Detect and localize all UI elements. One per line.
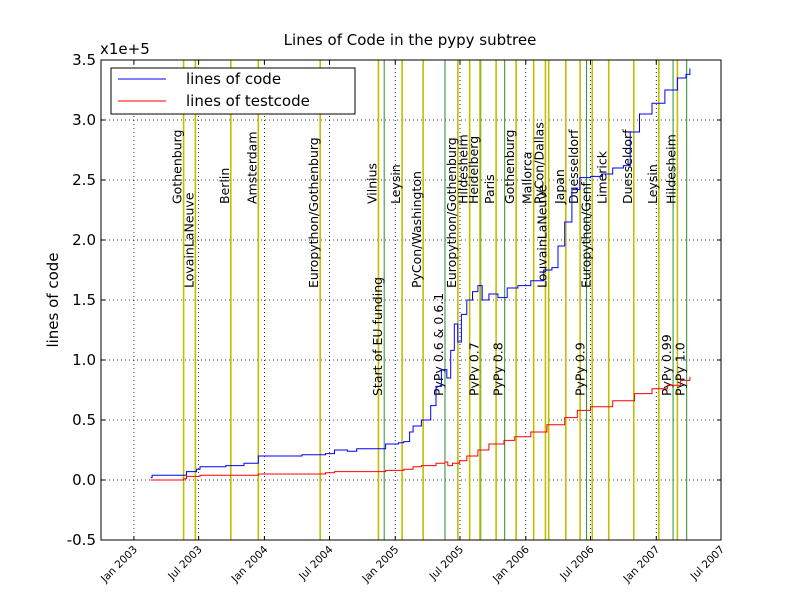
event-label: LovainLaNeuve <box>181 192 196 288</box>
series-line-lines-of-code <box>150 68 691 479</box>
y-tick-label: 0.0 <box>72 471 96 489</box>
event-label: Europython/Genf <box>578 181 593 288</box>
event-label: Duesseldorf <box>620 129 635 204</box>
event-label: PyPy 0.8 <box>491 342 506 396</box>
event-label: Gothenburg <box>170 130 185 204</box>
event-label: Hildesheim <box>663 134 678 204</box>
event-label: PyPy 1.0 <box>673 342 688 396</box>
series-line-lines-of-testcode <box>150 376 691 481</box>
event-label: Vilnius <box>364 163 379 204</box>
event-label: PyCon/Washington <box>409 171 424 288</box>
event-label: PyPy 0.99 <box>659 334 674 396</box>
event-label: Limerick <box>595 150 610 204</box>
event-label: Duesseldorf <box>566 129 581 204</box>
event-label: LouvainLaNeuve <box>535 184 550 288</box>
event-label: Japan <box>552 169 567 205</box>
event-label: Berlin <box>217 168 232 204</box>
legend-label-lines-of-code: lines of code <box>186 70 281 88</box>
y-tick-label: 2.5 <box>72 171 96 189</box>
y-tick-label: 0.5 <box>72 411 96 429</box>
event-label: Heidelberg <box>466 136 481 204</box>
event-label: PyPy 0.9 <box>573 342 588 396</box>
y-axis-label: lines of code <box>44 252 62 347</box>
chart-title: Lines of Code in the pypy subtree <box>284 31 537 49</box>
y-tick-label: 3.0 <box>72 111 96 129</box>
y-scale-label: x1e+5 <box>100 40 150 58</box>
event-label: Leysin <box>645 164 660 204</box>
event-label: PyCon/Dallas <box>531 122 546 204</box>
event-label: Start of EU funding <box>370 277 385 396</box>
event-label: Leysin <box>388 164 403 204</box>
y-tick-label: 1.0 <box>72 351 96 369</box>
event-label: PyPy 0.7 <box>467 342 482 396</box>
legend-label-lines-of-testcode: lines of testcode <box>186 92 310 110</box>
legend-box <box>110 67 356 115</box>
event-label: Europython/Gothenburg <box>306 137 321 288</box>
event-label: Europython/Gothenburg <box>444 137 459 288</box>
grid <box>101 60 722 540</box>
event-label: Paris <box>482 174 497 204</box>
legend: lines of code lines of testcode <box>110 67 356 115</box>
event-label: Gothenburg <box>502 130 517 204</box>
series-lines <box>150 68 691 481</box>
event-label: Amsterdam <box>244 131 259 204</box>
y-tick-label: 1.5 <box>72 291 96 309</box>
y-tick-label: 3.5 <box>72 51 96 69</box>
plot-frame <box>100 59 722 541</box>
event-label: Hildesheim <box>456 134 471 204</box>
y-tick-label: 2.0 <box>72 231 96 249</box>
y-tick-label: -0.5 <box>67 531 96 549</box>
event-label: Mallorca <box>520 152 535 204</box>
event-label: PyPy 0.6 & 0.6.1 <box>431 293 446 396</box>
